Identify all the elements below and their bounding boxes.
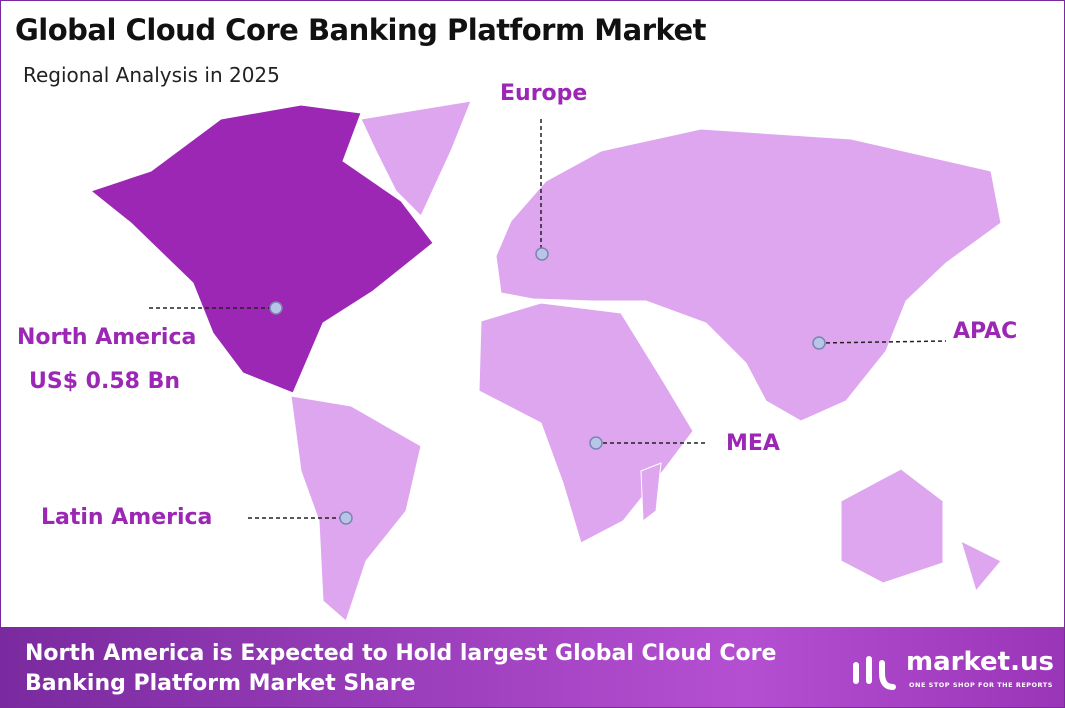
footer: North America is Expected to Hold larges…: [1, 627, 1064, 707]
location-dots: [269, 247, 826, 525]
region-label: Europe: [500, 81, 588, 106]
brand: market.us: [906, 647, 1054, 677]
title: Global Cloud Core Banking Platform Marke…: [15, 13, 707, 47]
continents: [290, 100, 1002, 622]
region-label: MEA: [726, 431, 780, 456]
brand-tagline: ONE STOP SHOP FOR THE REPORTS: [909, 681, 1053, 689]
footer-text: North America is Expected to Hold larges…: [25, 641, 777, 696]
region-label: North America: [17, 325, 197, 350]
brand-logo: [853, 656, 896, 690]
subtitle: Regional Analysis in 2025: [23, 63, 280, 87]
world-map: [89, 100, 1002, 622]
region-label: APAC: [953, 319, 1018, 344]
region-label: Latin America: [41, 505, 213, 530]
leader-lines: [149, 119, 947, 519]
region-value: US$ 0.58 Bn: [29, 369, 181, 394]
north-america: [89, 104, 434, 394]
